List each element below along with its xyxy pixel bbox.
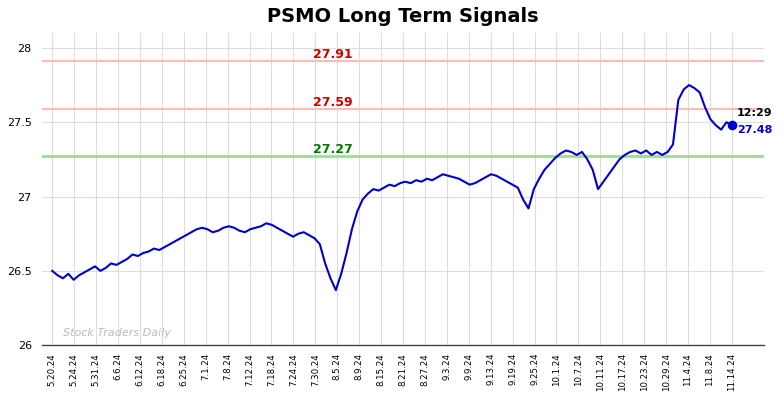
Point: [725, 122, 738, 129]
Text: 27.48: 27.48: [737, 125, 772, 135]
Title: PSMO Long Term Signals: PSMO Long Term Signals: [267, 7, 539, 26]
Text: 27.91: 27.91: [313, 48, 352, 61]
Text: 27.59: 27.59: [313, 96, 352, 109]
Text: 27.27: 27.27: [313, 143, 352, 156]
Text: 12:29: 12:29: [737, 108, 773, 118]
Text: Stock Traders Daily: Stock Traders Daily: [63, 328, 171, 338]
